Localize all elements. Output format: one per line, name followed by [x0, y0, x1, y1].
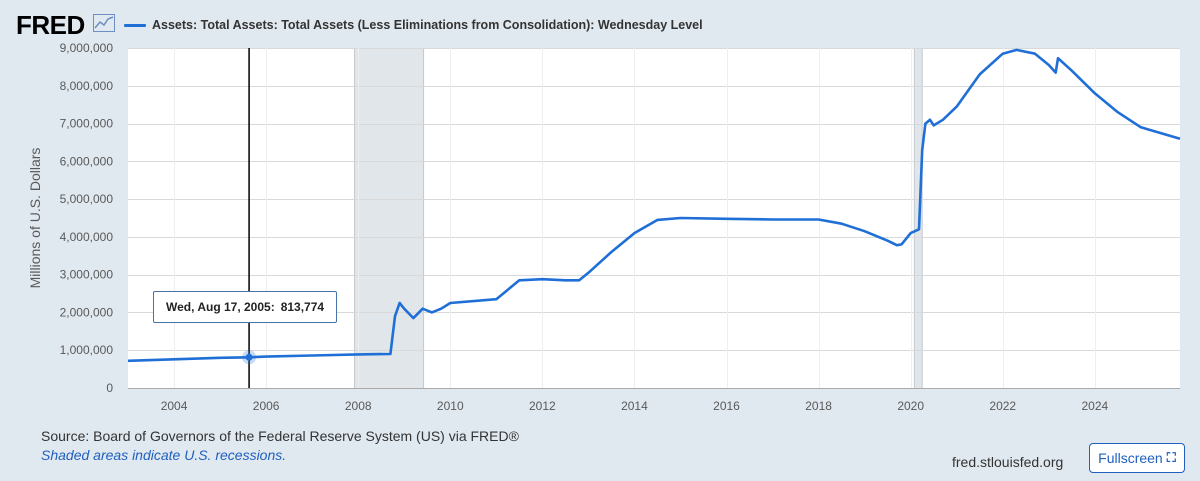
plot-area [128, 48, 1180, 388]
hover-point [245, 353, 253, 361]
y-tick-label: 7,000,000 [60, 117, 114, 131]
fred-logo[interactable]: FRED [16, 10, 85, 40]
fullscreen-button[interactable]: Fullscreen ⛶ [1089, 443, 1185, 473]
y-tick-label: 8,000,000 [60, 79, 114, 93]
x-tick-label: 2020 [897, 399, 924, 413]
x-tick-label: 2010 [437, 399, 464, 413]
y-tick-label: 3,000,000 [60, 268, 114, 282]
y-axis-title: Millions of U.S. Dollars [27, 148, 43, 289]
x-tick-label: 2022 [989, 399, 1016, 413]
y-tick-label: 6,000,000 [60, 154, 114, 168]
expand-icon: ⛶ [1166, 450, 1176, 465]
y-tick-label: 9,000,000 [60, 41, 114, 55]
fullscreen-label: Fullscreen [1098, 450, 1163, 466]
chart-legend[interactable]: Assets: Total Assets: Total Assets (Less… [124, 16, 703, 34]
legend-label: Assets: Total Assets: Total Assets (Less… [152, 18, 703, 32]
chart-header: FRED Assets: Total Assets: Total Assets … [0, 0, 1200, 50]
tooltip-date: Wed, Aug 17, 2005: [166, 300, 275, 314]
tooltip-value: 813,774 [280, 300, 325, 314]
series-line [127, 48, 1181, 363]
legend-swatch [124, 23, 146, 27]
y-tick-label: 1,000,000 [60, 343, 114, 357]
recession-band [354, 48, 424, 388]
x-tick-label: 2018 [805, 399, 832, 413]
x-tick-label: 2016 [713, 399, 740, 413]
x-tick-label: 2008 [345, 399, 372, 413]
y-tick-label: 0 [106, 381, 113, 395]
fred-site-link[interactable]: fred.stlouisfed.org [952, 454, 1064, 470]
x-tick-label: 2014 [621, 399, 648, 413]
recession-note: Shaded areas indicate U.S. recessions. [41, 447, 287, 463]
x-tick-label: 2004 [161, 399, 188, 413]
source-note: Source: Board of Governors of the Federa… [41, 428, 519, 444]
y-tick-label: 5,000,000 [60, 192, 114, 206]
x-tick-label: 2024 [1081, 399, 1108, 413]
trend-line-icon [93, 14, 115, 32]
y-tick-label: 4,000,000 [60, 230, 114, 244]
y-tick-label: 2,000,000 [60, 305, 114, 319]
x-tick-label: 2012 [529, 399, 556, 413]
x-tick-label: 2006 [253, 399, 280, 413]
chart-tooltip: Wed, Aug 17, 2005: 813,774 [153, 291, 338, 323]
